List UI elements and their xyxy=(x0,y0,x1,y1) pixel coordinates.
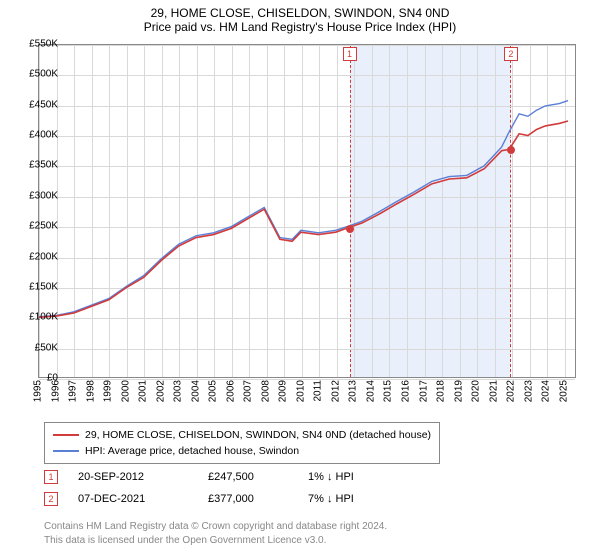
x-tick-label: 2000 xyxy=(120,380,131,402)
x-tick-label: 2014 xyxy=(365,380,376,402)
y-tick-label: £50K xyxy=(20,342,58,353)
x-tick-label: 2008 xyxy=(260,380,271,402)
x-tick-label: 2015 xyxy=(383,380,394,402)
sales-note: 7% ↓ HPI xyxy=(308,493,388,505)
x-tick-label: 2003 xyxy=(173,380,184,402)
y-tick-label: £150K xyxy=(20,281,58,292)
sales-date: 07-DEC-2021 xyxy=(78,493,188,505)
x-tick-label: 2022 xyxy=(506,380,517,402)
x-tick-label: 2002 xyxy=(155,380,166,402)
sales-badge: 2 xyxy=(44,492,58,506)
sales-table: 1 20-SEP-2012 £247,500 1% ↓ HPI 2 07-DEC-2021… xyxy=(44,466,388,510)
y-tick-label: £450K xyxy=(20,99,58,110)
x-tick-label: 2019 xyxy=(453,380,464,402)
sales-price: £247,500 xyxy=(208,471,288,483)
x-tick-label: 2020 xyxy=(471,380,482,402)
y-tick-label: £350K xyxy=(20,160,58,171)
series-line-hpi xyxy=(39,101,568,317)
x-tick-label: 2023 xyxy=(523,380,534,402)
legend-label: 29, HOME CLOSE, CHISELDON, SWINDON, SN4 … xyxy=(85,429,431,441)
x-tick-label: 2017 xyxy=(418,380,429,402)
x-tick-label: 2012 xyxy=(330,380,341,402)
sales-note: 1% ↓ HPI xyxy=(308,471,388,483)
x-tick-label: 2016 xyxy=(401,380,412,402)
legend-item: 29, HOME CLOSE, CHISELDON, SWINDON, SN4 … xyxy=(53,427,431,443)
title-line-1: 29, HOME CLOSE, CHISELDON, SWINDON, SN4 … xyxy=(0,6,600,20)
sales-row: 2 07-DEC-2021 £377,000 7% ↓ HPI xyxy=(44,488,388,510)
y-tick-label: £400K xyxy=(20,130,58,141)
legend-box: 29, HOME CLOSE, CHISELDON, SWINDON, SN4 … xyxy=(44,422,440,464)
chart-plot-area: 12 xyxy=(38,44,576,378)
x-tick-label: 2009 xyxy=(278,380,289,402)
chart-title: 29, HOME CLOSE, CHISELDON, SWINDON, SN4 … xyxy=(0,0,600,36)
legend-swatch xyxy=(53,450,79,452)
x-tick-label: 2013 xyxy=(348,380,359,402)
y-tick-label: £100K xyxy=(20,312,58,323)
x-tick-label: 1998 xyxy=(85,380,96,402)
x-tick-label: 1996 xyxy=(50,380,61,402)
footer-line-1: Contains HM Land Registry data © Crown c… xyxy=(44,520,387,534)
x-tick-label: 2007 xyxy=(243,380,254,402)
title-line-2: Price paid vs. HM Land Registry's House … xyxy=(0,20,600,34)
sales-badge: 1 xyxy=(44,470,58,484)
footer-line-2: This data is licensed under the Open Gov… xyxy=(44,534,387,548)
sales-row: 1 20-SEP-2012 £247,500 1% ↓ HPI xyxy=(44,466,388,488)
x-tick-label: 2025 xyxy=(558,380,569,402)
x-tick-label: 2006 xyxy=(225,380,236,402)
footer-text: Contains HM Land Registry data © Crown c… xyxy=(44,520,387,547)
x-tick-label: 2021 xyxy=(488,380,499,402)
x-tick-label: 2004 xyxy=(190,380,201,402)
y-tick-label: £250K xyxy=(20,221,58,232)
legend-swatch xyxy=(53,434,79,436)
marker-badge-2: 2 xyxy=(504,47,518,61)
x-tick-label: 1995 xyxy=(33,380,44,402)
series-line-property xyxy=(39,121,568,317)
x-tick-label: 2011 xyxy=(313,380,324,402)
sale-point-1 xyxy=(346,225,354,233)
sales-price: £377,000 xyxy=(208,493,288,505)
y-tick-label: £500K xyxy=(20,69,58,80)
sales-date: 20-SEP-2012 xyxy=(78,471,188,483)
x-tick-label: 2010 xyxy=(295,380,306,402)
legend-label: HPI: Average price, detached house, Swin… xyxy=(85,445,299,457)
x-tick-label: 1999 xyxy=(103,380,114,402)
y-tick-label: £550K xyxy=(20,39,58,50)
legend-item: HPI: Average price, detached house, Swin… xyxy=(53,443,431,459)
marker-badge-1: 1 xyxy=(343,47,357,61)
sale-point-2 xyxy=(507,146,515,154)
x-tick-label: 2018 xyxy=(436,380,447,402)
x-tick-label: 2024 xyxy=(541,380,552,402)
x-tick-label: 2005 xyxy=(208,380,219,402)
y-tick-label: £200K xyxy=(20,251,58,262)
x-tick-label: 1997 xyxy=(68,380,79,402)
x-tick-label: 2001 xyxy=(138,380,149,402)
y-tick-label: £300K xyxy=(20,190,58,201)
series-svg xyxy=(39,45,575,377)
